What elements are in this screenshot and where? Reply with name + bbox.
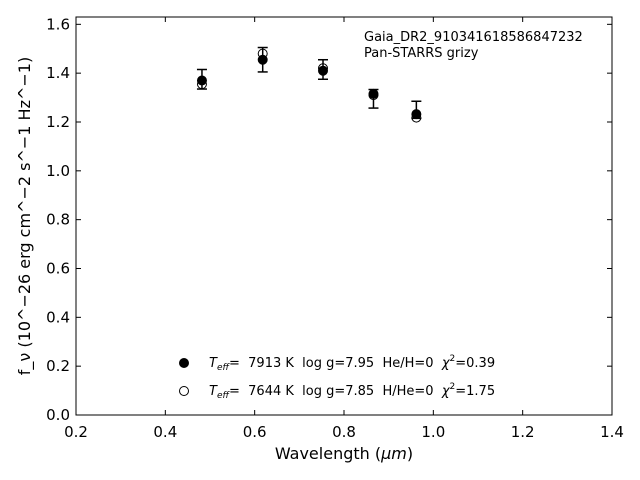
model-point-open bbox=[368, 90, 379, 101]
y-tick-label: 1.4 bbox=[46, 64, 70, 82]
model-point-filled bbox=[411, 109, 422, 120]
x-tick-label: 1.4 bbox=[600, 423, 624, 441]
legend-entry-2: Teff= 7644 K log g=7.85 H/He=0 χ2=1.75 bbox=[209, 382, 495, 401]
y-tick-label: 1.0 bbox=[46, 162, 70, 180]
model-point-open bbox=[257, 48, 268, 59]
data-points bbox=[196, 48, 422, 123]
model-point-filled bbox=[196, 75, 207, 86]
legend-marker-open bbox=[179, 386, 189, 396]
legend: Teff= 7913 K log g=7.95 He/H=0 χ2=0.39 T… bbox=[179, 354, 495, 401]
annotation-source-id: Gaia_DR2_910341618586847232 bbox=[364, 30, 583, 45]
model-point-open bbox=[411, 112, 422, 123]
tick-labels: 0.2 0.4 0.6 0.8 1.0 1.2 1.40.00.20.40.60.81.01… bbox=[46, 15, 624, 441]
x-tick-label: 1.0 bbox=[421, 423, 445, 441]
x-tick-label: 0.4 bbox=[153, 423, 177, 441]
legend-marker-filled bbox=[179, 358, 189, 368]
legend-entry-1: Teff= 7913 K log g=7.95 He/H=0 χ2=0.39 bbox=[209, 354, 495, 373]
y-tick-label: 1.6 bbox=[46, 15, 70, 33]
x-tick-label: 0.8 bbox=[332, 423, 356, 441]
model-point-open bbox=[196, 79, 207, 90]
tick-marks bbox=[75, 17, 613, 416]
x-tick-label: 0.6 bbox=[243, 423, 267, 441]
y-tick-label: 0.2 bbox=[46, 357, 70, 375]
y-tick-label: 0.8 bbox=[46, 211, 70, 229]
x-axis-label: Wavelength (μm) bbox=[275, 444, 413, 463]
y-tick-label: 0.4 bbox=[46, 308, 70, 326]
y-tick-label: 0.6 bbox=[46, 259, 70, 277]
x-tick-label: 0.2 bbox=[64, 423, 88, 441]
annotation-survey: Pan-STARRS grizy bbox=[364, 46, 479, 61]
model-point-open bbox=[318, 63, 329, 74]
y-axis-label: f_ν (10^−26 erg cm^−2 s^−1 Hz^−1) bbox=[15, 57, 35, 375]
model-point-filled bbox=[318, 65, 329, 76]
y-tick-label: 1.2 bbox=[46, 113, 70, 131]
x-tick-label: 1.2 bbox=[511, 423, 535, 441]
y-tick-label: 0.0 bbox=[46, 406, 70, 424]
